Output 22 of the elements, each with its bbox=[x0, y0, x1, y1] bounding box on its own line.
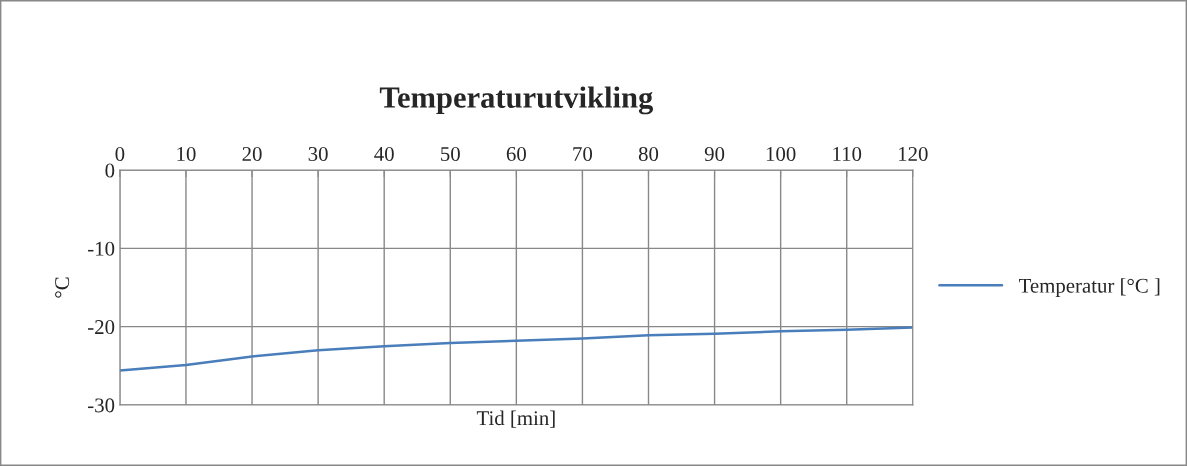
x-tick-label: 40 bbox=[374, 146, 394, 161]
y-tick-label: -30 bbox=[88, 398, 115, 413]
chart-title: Temperaturutvikling bbox=[379, 86, 654, 115]
y-tick-label: -20 bbox=[88, 320, 115, 335]
x-tick-label: 70 bbox=[573, 146, 593, 161]
x-tick-label: 120 bbox=[899, 146, 928, 161]
y-axis-title: °C bbox=[55, 277, 70, 298]
y-tick-label: -10 bbox=[88, 241, 115, 256]
x-tick-label: 30 bbox=[308, 146, 328, 161]
legend-label: Temperatur [°C ] bbox=[1019, 278, 1160, 298]
x-tick-label: 60 bbox=[506, 146, 526, 161]
x-tick-label: 0 bbox=[115, 146, 125, 161]
x-tick-label: 20 bbox=[242, 146, 262, 161]
y-tick-label: 0 bbox=[105, 163, 115, 178]
x-tick-label: 10 bbox=[177, 146, 196, 161]
line-series bbox=[119, 326, 913, 372]
x-tick-label: 80 bbox=[638, 146, 659, 161]
x-tick-label: 90 bbox=[704, 146, 725, 161]
x-axis-title: Tid [min] bbox=[476, 410, 555, 428]
x-tick-label: 110 bbox=[833, 146, 862, 161]
x-tick-label: 100 bbox=[766, 146, 796, 161]
x-tick-label: 50 bbox=[441, 146, 460, 161]
